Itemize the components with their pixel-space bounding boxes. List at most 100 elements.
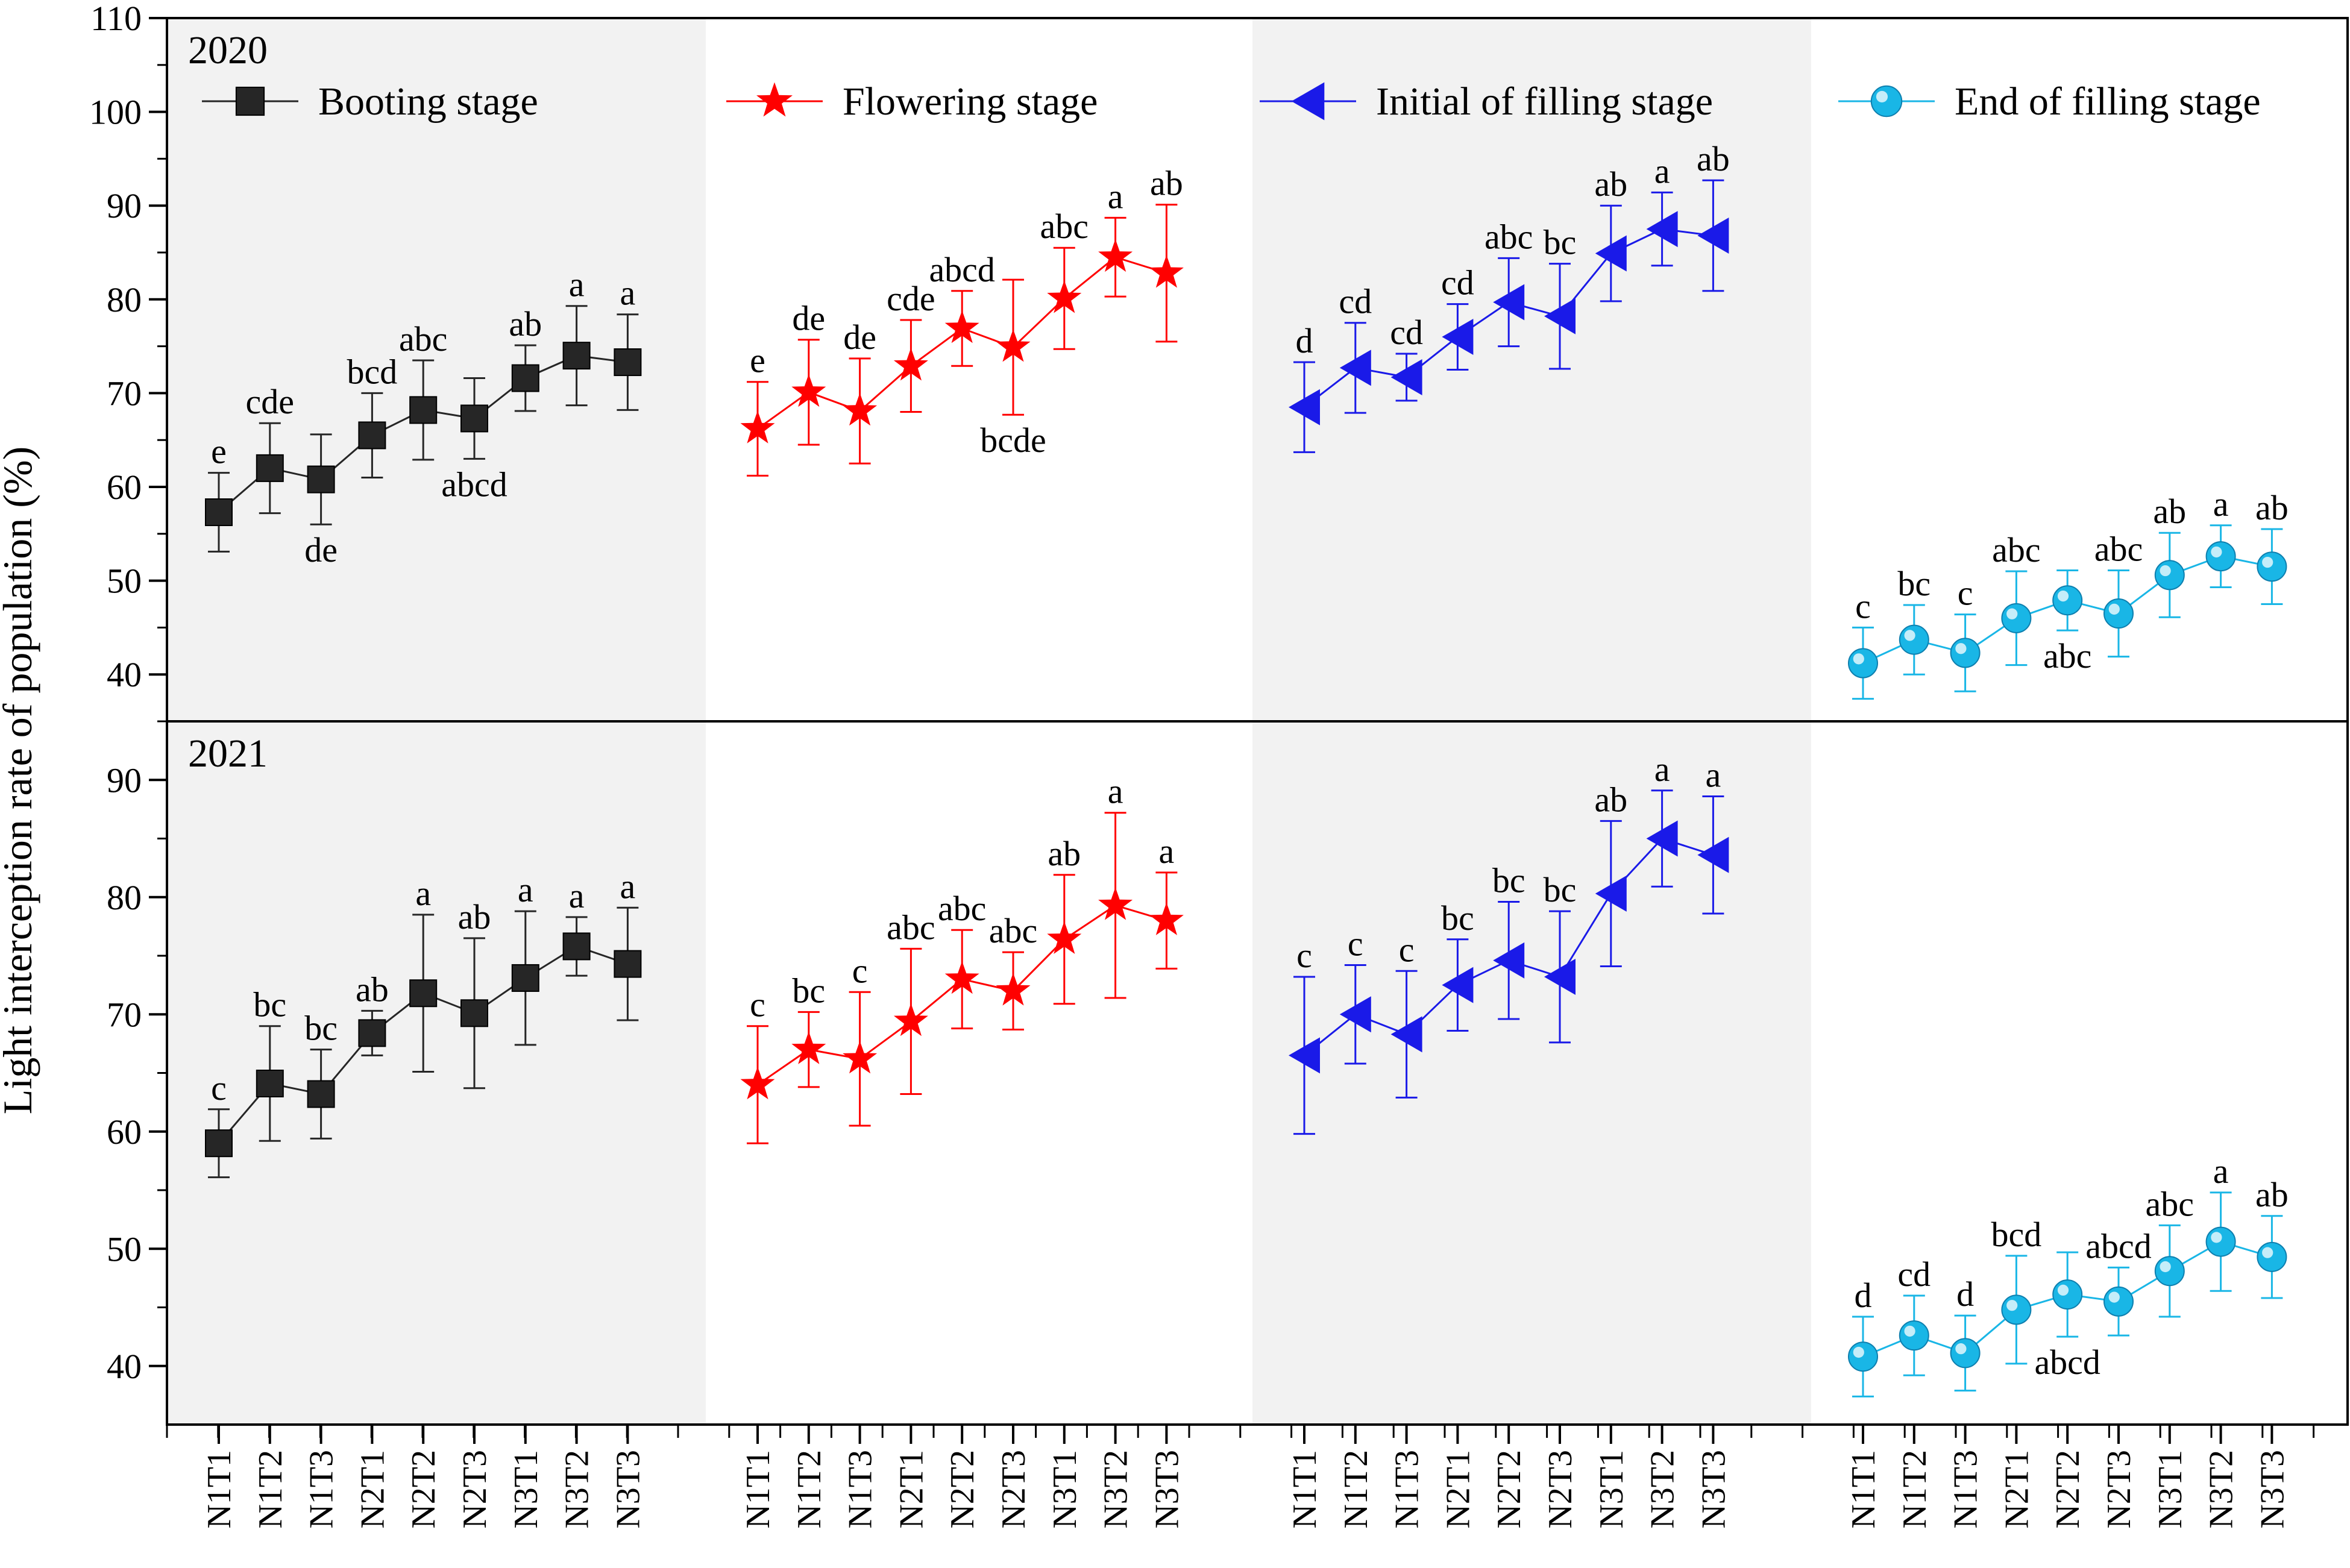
x-tick-label: N1T2 [252, 1450, 289, 1529]
triangle-marker [1442, 319, 1474, 356]
x-tick-label: N1T1 [740, 1450, 777, 1529]
triangle-marker [1390, 1016, 1422, 1053]
legend-label: Booting stage [318, 80, 538, 124]
sphere-highlight [2262, 1247, 2273, 1258]
x-tick-label: N2T2 [2049, 1450, 2087, 1529]
triangle-marker [1697, 836, 1729, 873]
sphere-marker [2052, 1279, 2083, 1310]
significance-label: bcde [980, 421, 1046, 460]
significance-label: ab [1048, 834, 1081, 873]
x-tick-label: N1T3 [303, 1450, 341, 1529]
significance-label: bc [1897, 564, 1931, 603]
y-tick-label: 80 [107, 280, 142, 319]
x-tick-label: N1T1 [1286, 1450, 1324, 1529]
star-marker [893, 348, 928, 381]
significance-label: abcd [2085, 1226, 2152, 1265]
y-tick-label: 90 [107, 186, 142, 225]
y-tick-label: 100 [89, 93, 142, 132]
significance-label: c [1348, 924, 1363, 964]
significance-label: ab [1594, 165, 1627, 204]
sphere-marker [1950, 1338, 1981, 1369]
x-tick-label: N2T3 [995, 1450, 1032, 1529]
sphere-highlight [2057, 590, 2069, 602]
x-tick-label: N2T3 [1542, 1450, 1579, 1529]
x-tick-label: N2T1 [1439, 1450, 1477, 1529]
x-tick-label: N2T2 [944, 1450, 981, 1529]
significance-label: c [211, 1068, 227, 1108]
sphere-marker [2052, 585, 2083, 616]
square-marker [562, 342, 591, 370]
sphere-marker [2001, 603, 2032, 633]
significance-label: a [620, 274, 636, 313]
square-marker [614, 348, 642, 377]
square-marker [511, 964, 539, 992]
x-tick-label: N1T1 [201, 1450, 238, 1529]
x-tick-label: N2T2 [1491, 1450, 1528, 1529]
sphere-marker [1870, 85, 1903, 118]
y-tick-label: 110 [90, 0, 142, 38]
sphere-marker [1848, 648, 1878, 679]
x-tick-label: N3T3 [1695, 1450, 1732, 1529]
square-marker [205, 498, 233, 527]
y-tick-label: 90 [107, 760, 142, 800]
significance-label: bc [1441, 898, 1474, 938]
significance-label: ab [2255, 1175, 2289, 1214]
significance-label: cde [246, 382, 295, 421]
panel-year-label: 2020 [188, 28, 268, 72]
triangle-marker [1697, 217, 1729, 254]
significance-label: abcd [441, 465, 507, 504]
significance-label: bc [253, 985, 286, 1024]
sphere-marker [2257, 551, 2287, 582]
x-tick-label: N3T1 [2152, 1450, 2189, 1529]
sphere-marker [2205, 1226, 2236, 1257]
legend-label: End of filling stage [1955, 80, 2261, 124]
x-tick-label: N3T3 [1148, 1450, 1186, 1529]
x-tick-label: N3T1 [1593, 1450, 1630, 1529]
legend-label: Initial of filling stage [1376, 80, 1713, 124]
x-tick-label: N3T2 [559, 1450, 596, 1529]
significance-label: abcd [2034, 1343, 2100, 1382]
significance-label: c [750, 985, 765, 1024]
significance-label: a [620, 867, 636, 906]
star-marker [740, 1067, 775, 1100]
triangle-marker [1646, 820, 1678, 857]
sphere-highlight [1853, 653, 1864, 665]
sphere-highlight [1955, 643, 1967, 654]
significance-label: c [1958, 574, 1973, 613]
y-tick-label: 80 [107, 878, 142, 917]
y-tick-label: 70 [107, 374, 142, 413]
y-tick-label: 40 [107, 1347, 142, 1386]
significance-label: abc [2094, 529, 2143, 568]
significance-label: ab [458, 897, 491, 936]
sphere-highlight [2006, 608, 2018, 619]
significance-label: a [518, 870, 533, 909]
square-marker [358, 1019, 386, 1047]
significance-label: ab [1697, 139, 1730, 178]
sphere-highlight [1955, 1343, 1967, 1355]
star-marker [1047, 921, 1082, 954]
triangle-marker [1493, 942, 1525, 979]
significance-label: bc [1544, 223, 1577, 262]
x-tick-label: N1T3 [1389, 1450, 1426, 1529]
significance-label: abc [2043, 636, 2092, 676]
significance-label: bc [1492, 861, 1525, 900]
significance-label: abc [399, 319, 448, 359]
sphere-highlight [1876, 90, 1888, 103]
triangle-marker [1291, 82, 1325, 121]
significance-label: a [1654, 750, 1670, 789]
sphere-marker [2257, 1241, 2287, 1272]
triangle-marker [1339, 350, 1371, 386]
significance-label: cde [887, 279, 935, 318]
significance-label: ab [1594, 780, 1627, 819]
star-marker [944, 961, 979, 994]
sphere-marker [2103, 598, 2134, 629]
star-marker [740, 410, 775, 444]
significance-label: cd [1441, 263, 1474, 303]
significance-label: de [843, 318, 876, 357]
significance-label: bc [792, 971, 825, 1010]
star-marker [996, 973, 1031, 1006]
sphere-marker [2001, 1294, 2032, 1325]
